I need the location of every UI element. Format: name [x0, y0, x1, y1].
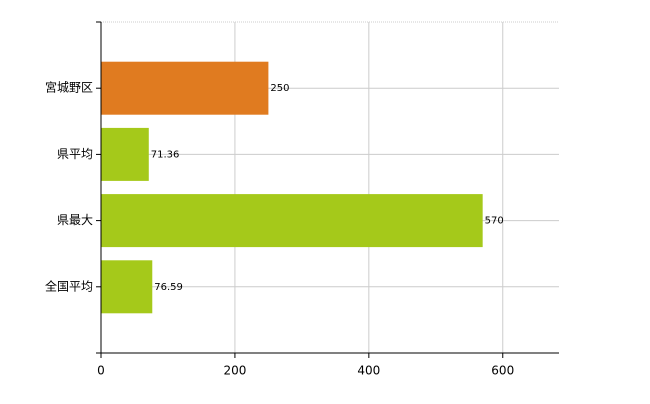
- x-tick-label: 400: [357, 364, 380, 378]
- x-tick-label: 0: [97, 364, 105, 378]
- y-tick-label: 県最大: [57, 213, 93, 227]
- value-label: 71.36: [151, 149, 180, 160]
- value-label: 76.59: [154, 282, 183, 293]
- bar: [101, 127, 149, 181]
- y-tick-label: 全国平均: [45, 278, 93, 293]
- y-tick-label: 県平均: [57, 147, 93, 161]
- bar: [101, 260, 153, 314]
- x-tick-label: 600: [491, 364, 514, 378]
- bar: [101, 61, 269, 115]
- x-tick-label: 200: [223, 364, 246, 378]
- value-label: 570: [485, 216, 504, 227]
- y-tick-label: 宮城野区: [45, 80, 93, 95]
- bar: [101, 194, 483, 248]
- value-label: 250: [270, 83, 289, 94]
